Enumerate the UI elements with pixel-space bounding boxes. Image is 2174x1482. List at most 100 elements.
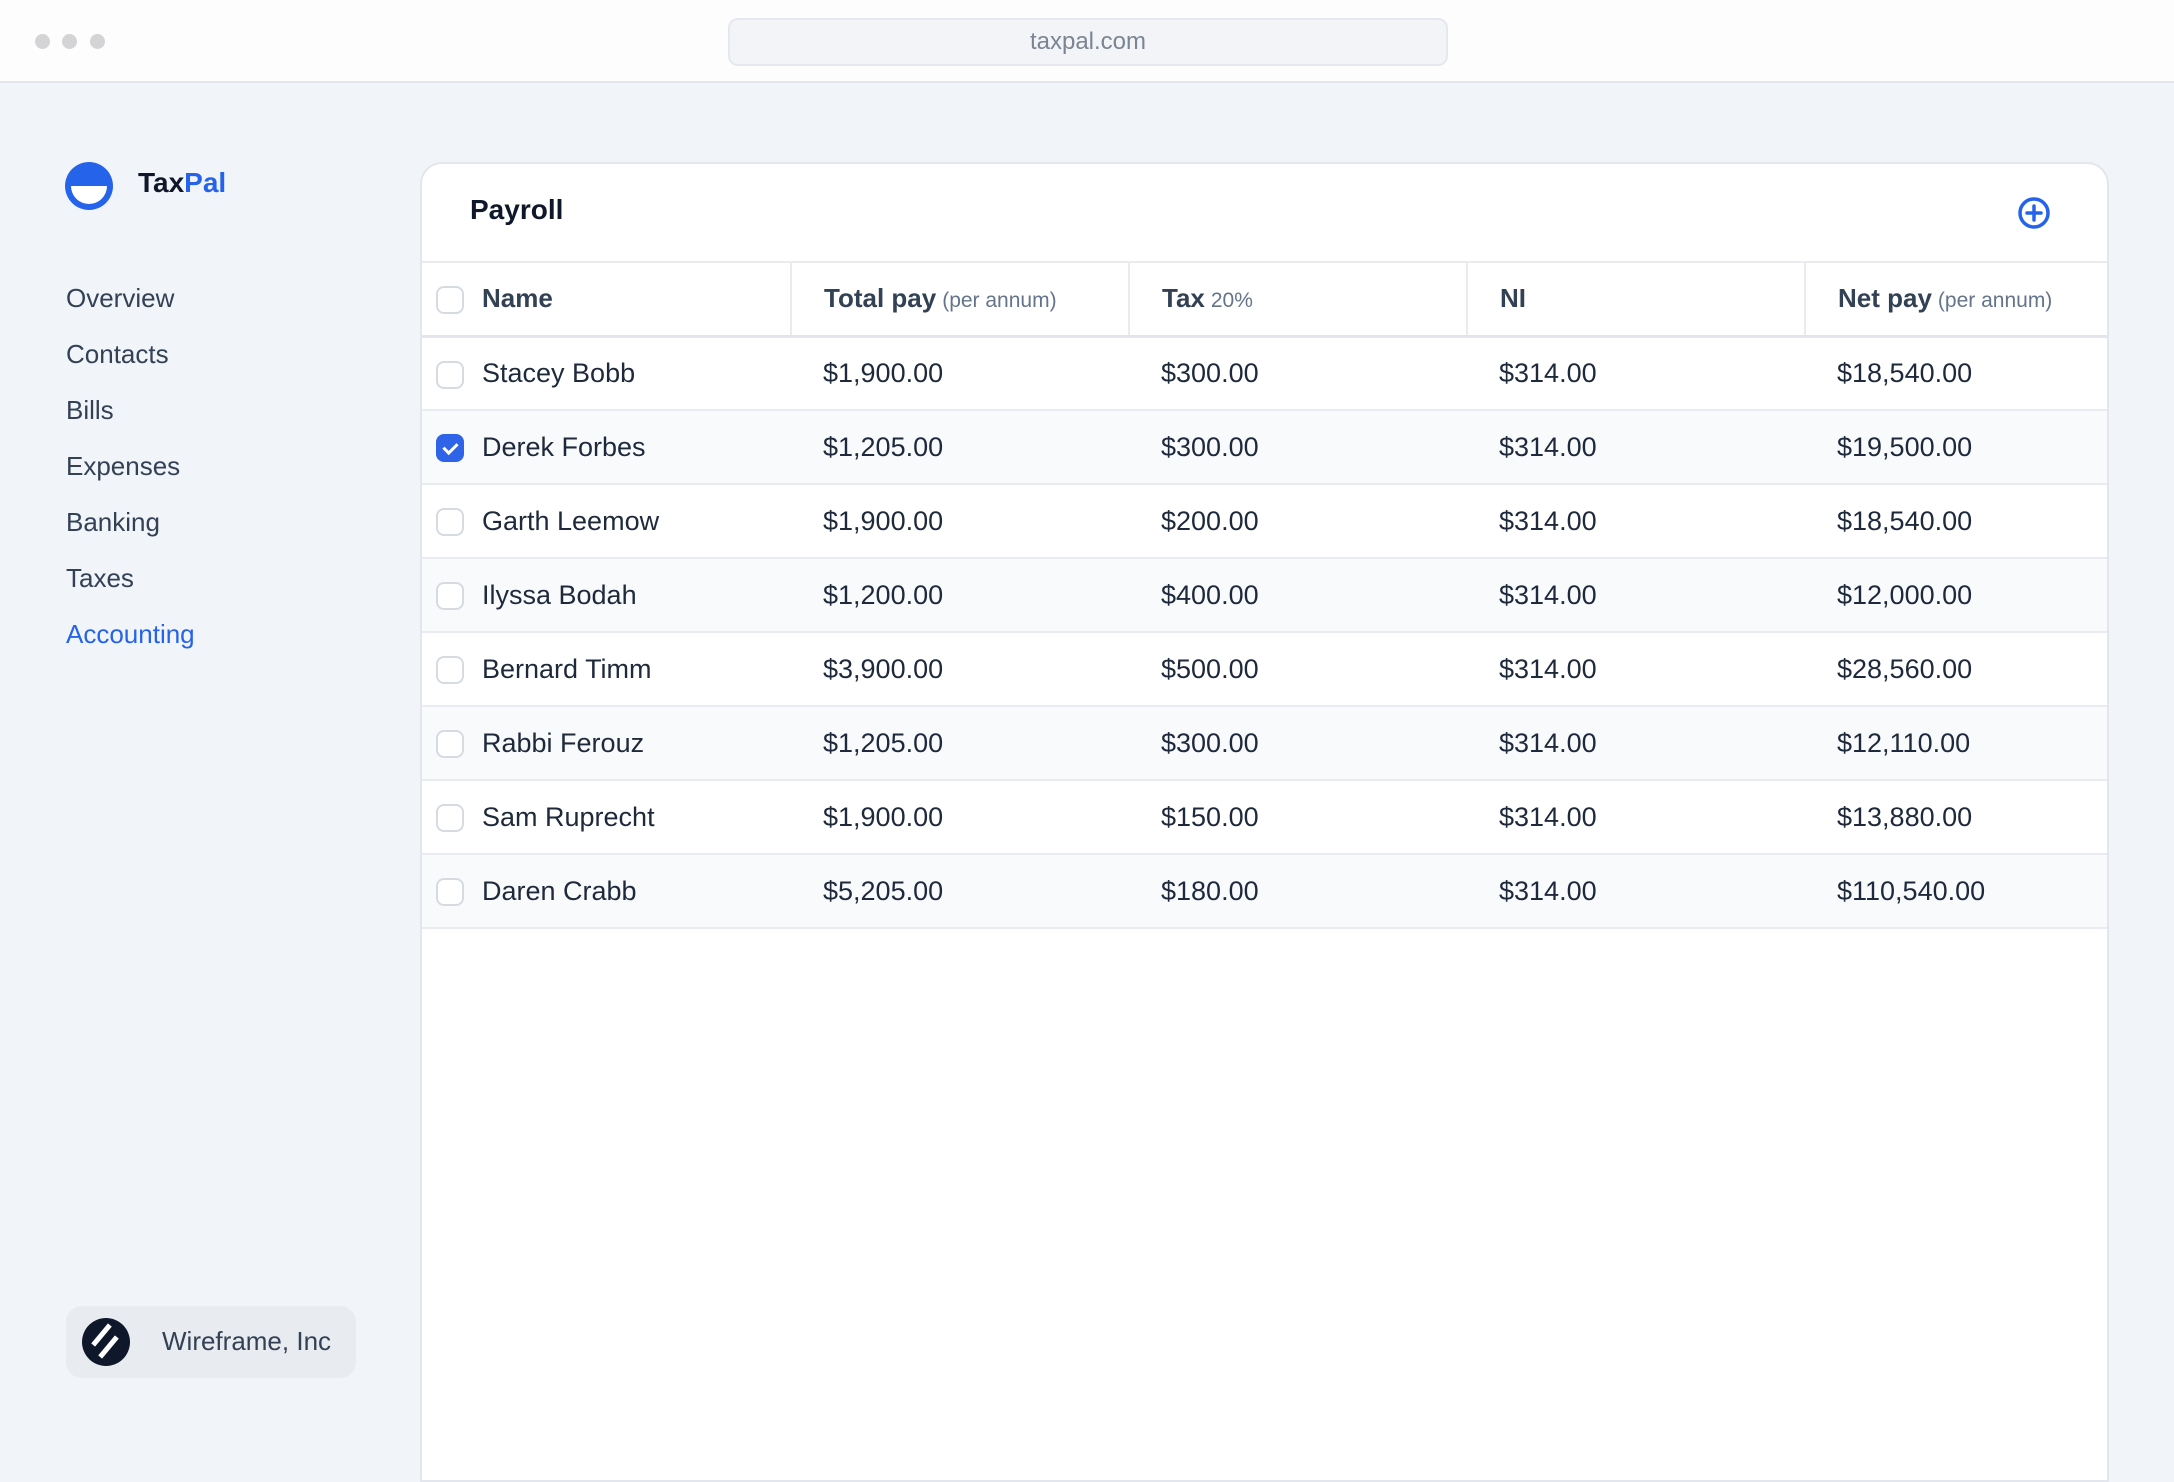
- cell-tax: $300.00: [1129, 410, 1467, 485]
- employee-name: Derek Forbes: [482, 431, 646, 462]
- cell-tax: $300.00: [1129, 706, 1467, 781]
- cell-total: $1,900.00: [791, 780, 1129, 855]
- sidebar-item-expenses[interactable]: Expenses: [66, 451, 181, 481]
- row-checkbox[interactable]: [436, 656, 464, 685]
- brand-name: TaxPal: [138, 167, 226, 199]
- column-sublabel: (per annum): [942, 289, 1057, 313]
- sidebar-nav: Overview Contacts Bills Expenses Banking Taxe…: [66, 280, 195, 672]
- cell-ni: $314.00: [1467, 336, 1805, 411]
- cell-net: $18,540.00: [1805, 484, 2107, 559]
- window-dot-icon[interactable]: [90, 34, 105, 49]
- row-checkbox[interactable]: [436, 360, 464, 389]
- employee-name: Bernard Timm: [482, 653, 652, 684]
- employee-name: Rabbi Ferouz: [482, 727, 645, 758]
- address-bar[interactable]: taxpal.com: [728, 18, 1448, 66]
- employee-name: Daren Crabb: [482, 875, 637, 906]
- cell-net: $12,110.00: [1805, 706, 2107, 781]
- cell-total: $3,900.00: [791, 632, 1129, 707]
- table-row[interactable]: Garth Leemow $1,900.00 $200.00 $314.00 $18,5…: [422, 484, 2107, 559]
- cell-name: Ilyssa Bodah: [422, 558, 791, 633]
- employee-name: Ilyssa Bodah: [482, 579, 637, 610]
- column-sublabel: (per annum): [1937, 289, 2053, 313]
- payroll-table: Name Total pay (per annum) Tax 20% NI Net pay(…: [422, 261, 2107, 929]
- cell-ni: $314.00: [1467, 484, 1805, 559]
- cell-tax: $500.00: [1129, 632, 1467, 707]
- brand-part1: Tax: [138, 167, 185, 198]
- cell-ni: $314.00: [1467, 780, 1805, 855]
- org-name: Wireframe, Inc: [162, 1326, 332, 1356]
- sidebar-item-contacts[interactable]: Contacts: [66, 339, 169, 369]
- plus-circle-icon[interactable]: [2017, 196, 2051, 230]
- row-checkbox[interactable]: [436, 434, 464, 463]
- cell-tax: $150.00: [1129, 780, 1467, 855]
- row-checkbox[interactable]: [436, 878, 464, 907]
- column-header-tax: Tax 20%: [1128, 261, 1467, 338]
- column-label: Name: [482, 283, 553, 314]
- browser-toolbar: taxpal.com: [0, 0, 2174, 83]
- column-label: Net pay: [1838, 283, 1932, 314]
- column-header-name: Name: [422, 261, 791, 338]
- sidebar-item-taxes[interactable]: Taxes: [66, 563, 134, 593]
- sidebar-item-overview[interactable]: Overview: [66, 283, 175, 313]
- table-row[interactable]: Ilyssa Bodah $1,200.00 $400.00 $314.00 $12,0…: [422, 558, 2107, 633]
- cell-ni: $314.00: [1467, 854, 1805, 929]
- sidebar-item-banking[interactable]: Banking: [66, 507, 160, 537]
- cell-net: $28,560.00: [1805, 632, 2107, 707]
- cell-ni: $314.00: [1467, 410, 1805, 485]
- organization-switcher[interactable]: Wireframe, Inc: [66, 1306, 356, 1378]
- cell-net: $18,540.00: [1805, 336, 2107, 411]
- column-label: Total pay: [824, 283, 937, 314]
- cell-tax: $200.00: [1129, 484, 1467, 559]
- column-header-ni: NI: [1466, 261, 1805, 338]
- table-row[interactable]: Derek Forbes $1,205.00 $300.00 $314.00 $19,5…: [422, 410, 2107, 485]
- cell-ni: $314.00: [1467, 632, 1805, 707]
- column-label: NI: [1500, 283, 1526, 314]
- cell-net: $19,500.00: [1805, 410, 2107, 485]
- select-all-checkbox[interactable]: [436, 286, 464, 315]
- cell-total: $1,205.00: [791, 706, 1129, 781]
- row-checkbox[interactable]: [436, 804, 464, 833]
- taxpal-logo-icon: [65, 162, 113, 210]
- column-header-total-pay: Total pay (per annum): [790, 261, 1129, 338]
- row-checkbox[interactable]: [436, 582, 464, 611]
- cell-total: $1,200.00: [791, 558, 1129, 633]
- row-checkbox[interactable]: [436, 730, 464, 759]
- cell-net: $110,540.00: [1805, 854, 2107, 929]
- cell-name: Daren Crabb: [422, 854, 791, 929]
- cell-net: $12,000.00: [1805, 558, 2107, 633]
- column-header-net-pay: Net pay (per annum): [1804, 261, 2107, 338]
- window-dot-icon[interactable]: [35, 34, 50, 49]
- cell-name: Bernard Timm: [422, 632, 791, 707]
- window-dot-icon[interactable]: [62, 34, 77, 49]
- cell-total: $1,900.00: [791, 484, 1129, 559]
- brand-part2: Pal: [184, 167, 227, 198]
- table-row[interactable]: Rabbi Ferouz $1,205.00 $300.00 $314.00 $12,1…: [422, 706, 2107, 781]
- panel-title: Payroll: [470, 194, 564, 225]
- column-label: Tax: [1162, 283, 1205, 314]
- cell-total: $1,205.00: [791, 410, 1129, 485]
- cell-name: Derek Forbes: [422, 410, 791, 485]
- sidebar-item-bills[interactable]: Bills: [66, 395, 114, 425]
- cell-ni: $314.00: [1467, 558, 1805, 633]
- cell-net: $13,880.00: [1805, 780, 2107, 855]
- table-row[interactable]: Daren Crabb $5,205.00 $180.00 $314.00 $110,5…: [422, 854, 2107, 929]
- cell-tax: $180.00: [1129, 854, 1467, 929]
- employee-name: Garth Leemow: [482, 505, 660, 536]
- cell-name: Sam Ruprecht: [422, 780, 791, 855]
- cell-name: Rabbi Ferouz: [422, 706, 791, 781]
- cell-name: Stacey Bobb: [422, 336, 791, 411]
- payroll-panel: Payroll Name Total pay (per annum) Tax 20% NI…: [420, 162, 2109, 1482]
- table-row[interactable]: Bernard Timm $3,900.00 $500.00 $314.00 $28,5…: [422, 632, 2107, 707]
- cell-total: $1,900.00: [791, 336, 1129, 411]
- cell-total: $5,205.00: [791, 854, 1129, 929]
- cell-tax: $400.00: [1129, 558, 1467, 633]
- employee-name: Stacey Bobb: [482, 357, 636, 388]
- cell-name: Garth Leemow: [422, 484, 791, 559]
- employee-name: Sam Ruprecht: [482, 801, 655, 832]
- cell-tax: $300.00: [1129, 336, 1467, 411]
- sidebar-item-accounting[interactable]: Accounting: [66, 619, 195, 649]
- cell-ni: $314.00: [1467, 706, 1805, 781]
- table-row[interactable]: Stacey Bobb $1,900.00 $300.00 $314.00 $18,54…: [422, 336, 2107, 411]
- table-row[interactable]: Sam Ruprecht $1,900.00 $150.00 $314.00 $13,8…: [422, 780, 2107, 855]
- row-checkbox[interactable]: [436, 508, 464, 537]
